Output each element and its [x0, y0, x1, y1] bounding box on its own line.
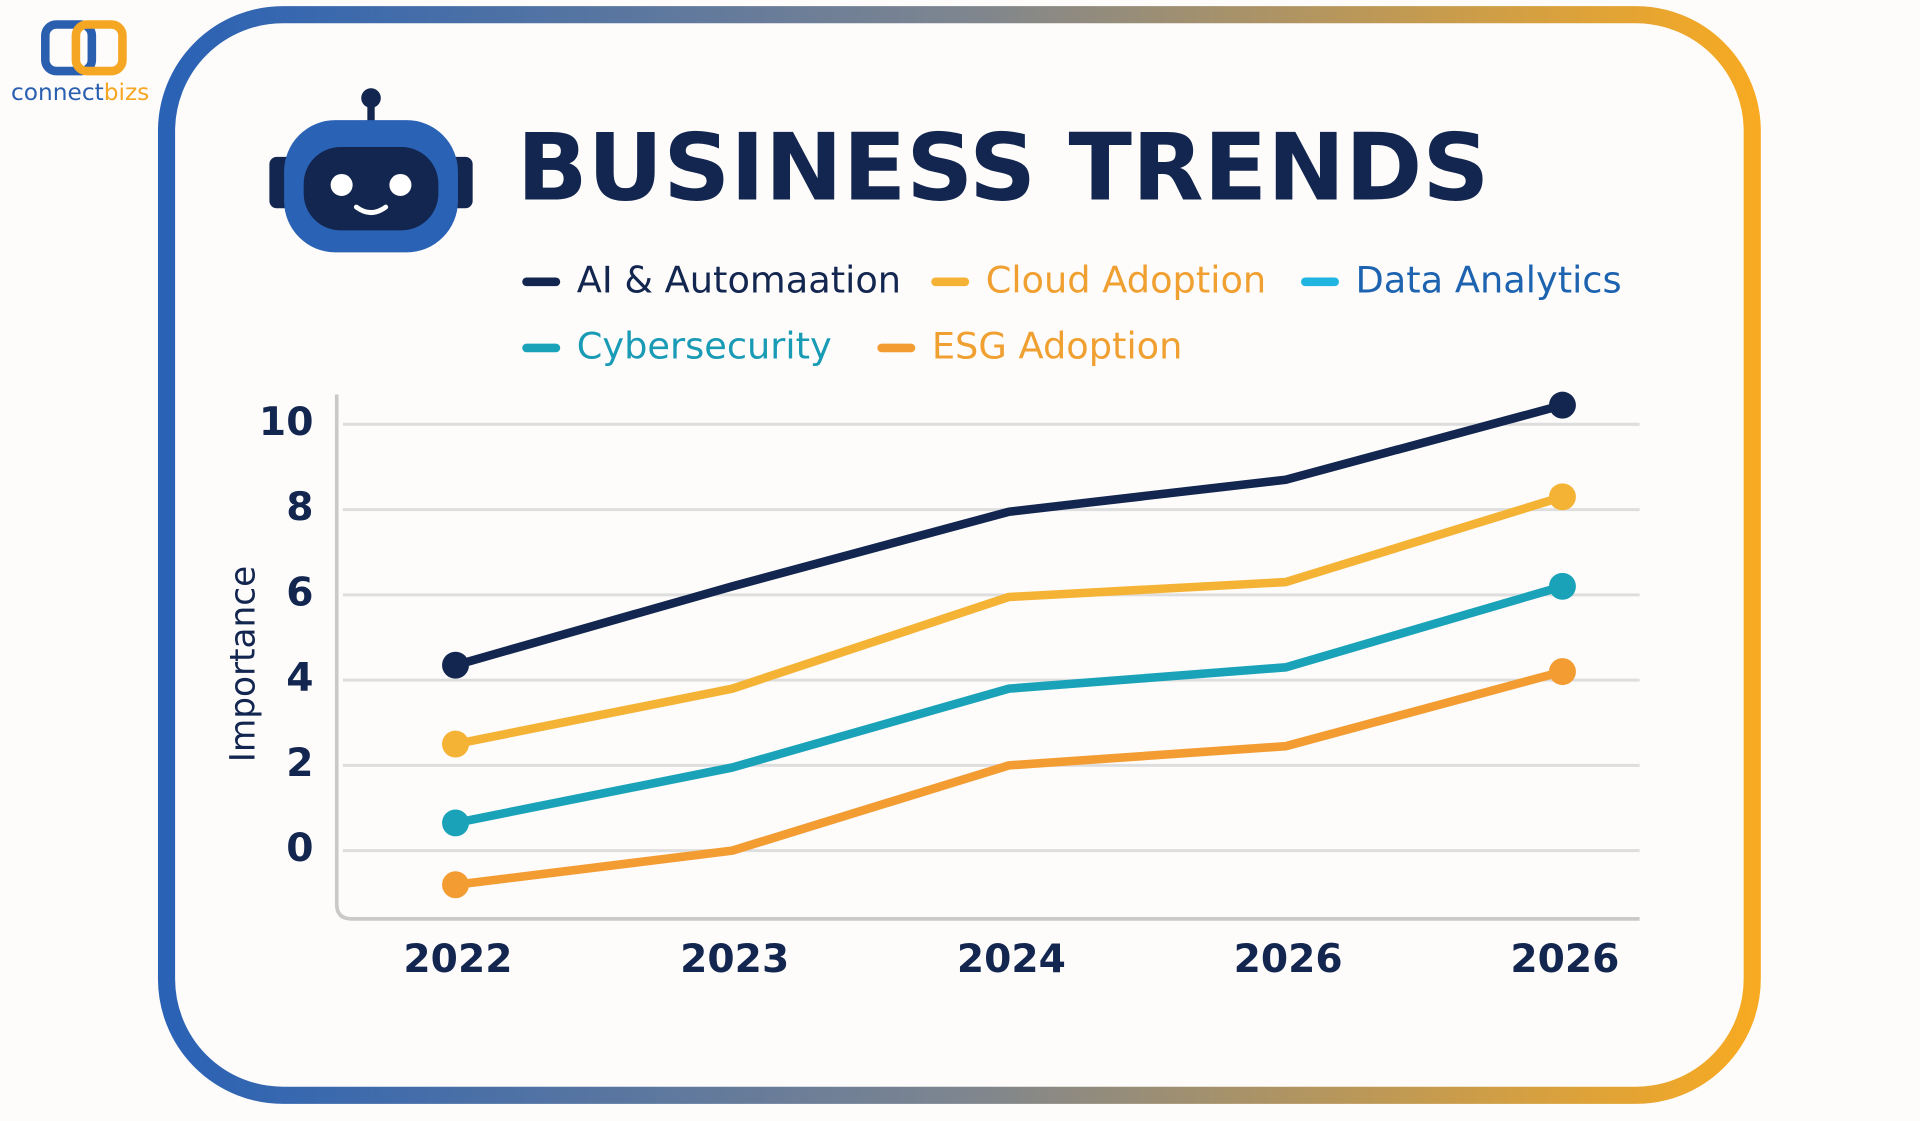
x-tick-label: 2026: [1234, 937, 1343, 982]
point-marker: [1548, 658, 1576, 686]
brand-part: bizs: [104, 79, 150, 106]
y-tick-label: 6: [286, 570, 313, 615]
chart-title: BUSINESS TRENDS: [517, 113, 1490, 221]
legend-label: Cybersecurity: [577, 324, 832, 367]
y-tick-label: 0: [286, 826, 313, 871]
point-marker: [442, 809, 469, 837]
x-tick-label: 2023: [680, 937, 789, 982]
legend-label: Data Analytics: [1356, 258, 1622, 301]
y-axis-label: Importance: [223, 566, 263, 763]
point-marker: [442, 651, 469, 679]
point-marker: [1548, 572, 1576, 600]
series-line: [451, 400, 1567, 670]
y-tick-label: 2: [286, 741, 313, 786]
point-marker: [1548, 483, 1576, 511]
x-tick-label: 2026: [1510, 937, 1619, 982]
brand-part: connect: [11, 79, 104, 106]
x-tick-label: 2024: [957, 937, 1066, 982]
logo: [41, 20, 127, 76]
frame: [157, 6, 1761, 1104]
legend-label: Cloud Adoption: [986, 258, 1267, 301]
y-tick-label: 10: [259, 400, 314, 445]
brand-name: connectbizs: [11, 79, 149, 106]
series-line: [451, 492, 1567, 749]
legend-label: ESG Adoption: [932, 324, 1183, 367]
axis: [334, 394, 1640, 921]
y-tick-label: 4: [286, 656, 313, 701]
point-marker: [442, 871, 469, 899]
robot-icon: [269, 88, 473, 253]
y-tick-label: 8: [286, 485, 313, 530]
x-tick-label: 2022: [403, 937, 512, 982]
point-marker: [1548, 391, 1576, 419]
point-marker: [442, 730, 469, 758]
series-line: [451, 582, 1567, 828]
legend-label: AI & Automaation: [577, 258, 901, 301]
series-line: [451, 667, 1567, 890]
